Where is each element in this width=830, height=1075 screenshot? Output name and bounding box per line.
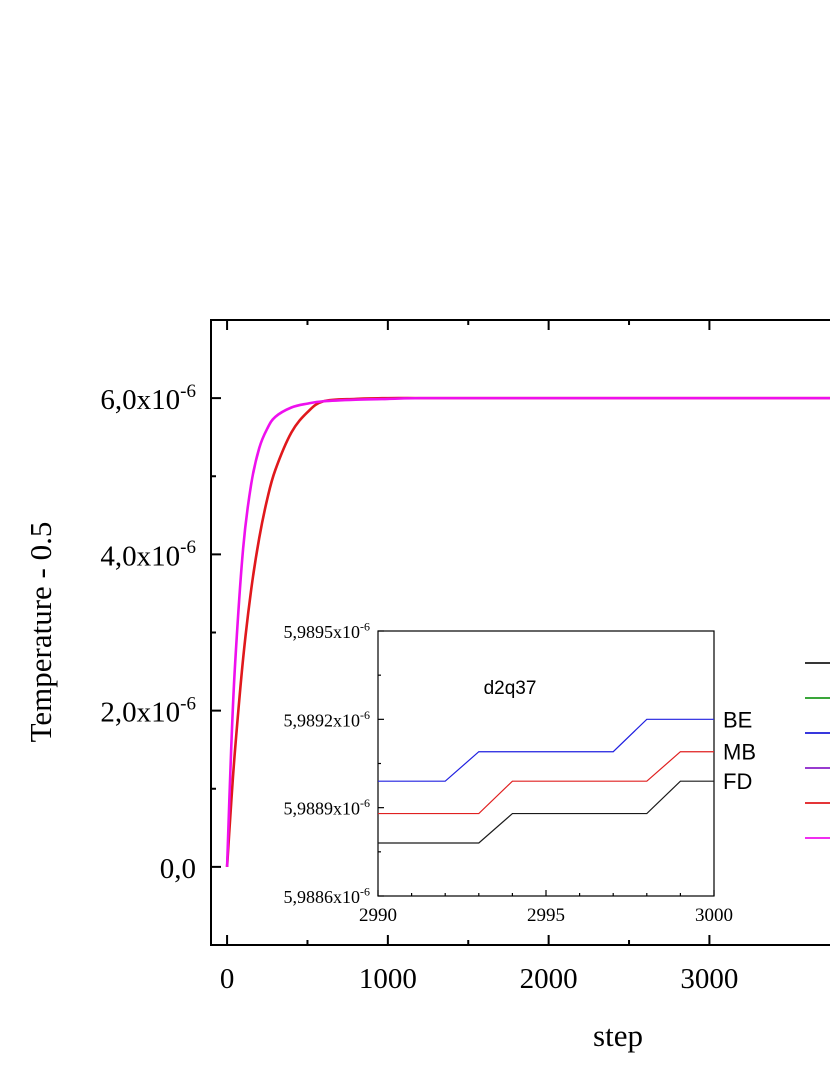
x-axis-title: step — [593, 1018, 643, 1053]
x-tick-label: 3000 — [680, 963, 738, 995]
y-tick-label: 2,0x10-6 — [100, 693, 196, 728]
y-tick-label: 6,0x10-6 — [100, 381, 196, 416]
inset-annotation: d2q37 — [484, 678, 537, 699]
inset-y-tick-label: 5,9889x10-6 — [284, 796, 371, 819]
inset-frame — [377, 630, 715, 897]
main-plot: 0 1000 2000 3000 0,0 2,0x10-6 4,0x10-6 6,0x10-6… — [23, 319, 830, 1053]
inset-y-tick-label: 5,9886x10-6 — [284, 884, 371, 907]
inset-y-tick-label: 5,9895x10-6 — [284, 619, 371, 642]
inset-series-label-FD: FD — [723, 769, 752, 794]
inset-x-tick-label: 2995 — [527, 905, 565, 926]
y-axis-title: Temperature - 0.5 — [23, 522, 58, 743]
x-tick-label: 0 — [220, 963, 235, 995]
y-tick-label: 0,0 — [160, 853, 196, 885]
y-tick-label: 4,0x10-6 — [100, 537, 196, 572]
inset-series-label-MB: MB — [723, 740, 756, 765]
inset-y-tick-label: 5,9892x10-6 — [284, 708, 371, 731]
series-line-1 — [225, 396, 830, 867]
inset-x-tick-label: 2990 — [359, 905, 397, 926]
inset-plot: 2990 2995 3000 5,9886x10-6 5,9889x10-6 5,9892… — [284, 619, 757, 926]
inset-series-label-BE: BE — [723, 707, 752, 732]
inset-series-MB — [378, 751, 714, 815]
x-tick-label: 1000 — [359, 963, 417, 995]
inset-series-BE — [378, 718, 714, 782]
inset-series-FD — [378, 780, 714, 844]
x-tick-label: 2000 — [520, 963, 578, 995]
inset-x-tick-label: 3000 — [695, 905, 733, 926]
